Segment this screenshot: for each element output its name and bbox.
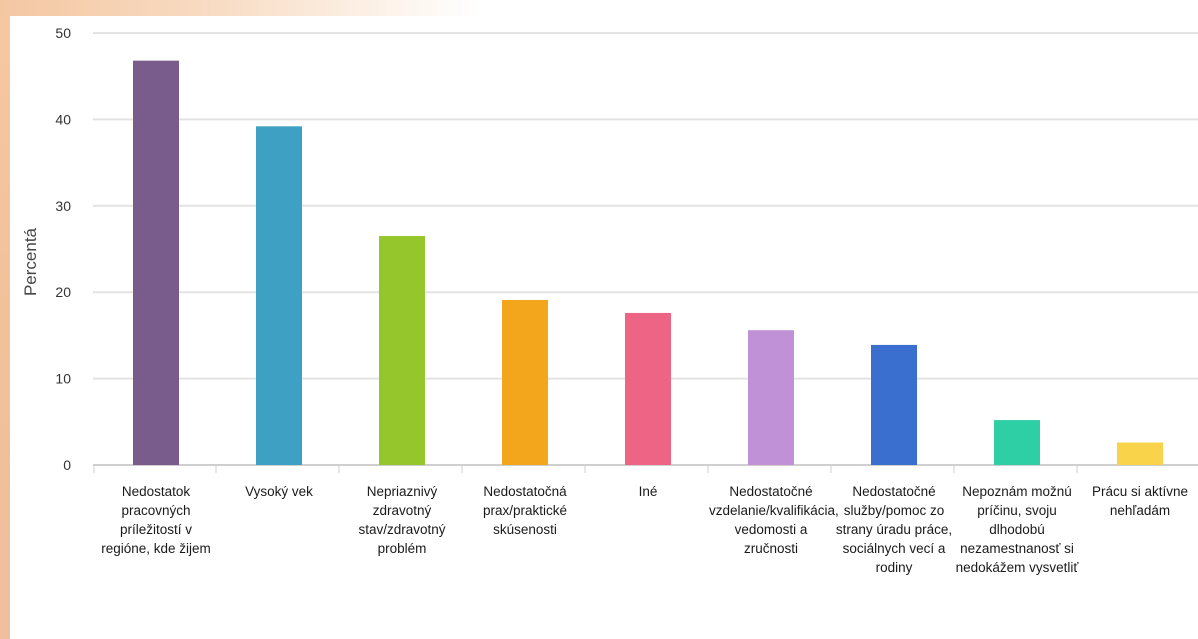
bar (502, 299, 548, 465)
y-tick-label: 40 (55, 111, 71, 127)
category-label: Iné (638, 484, 658, 499)
bar (994, 420, 1040, 465)
category-label: Nepriaznivý zdravotný stav/zdravotný pro… (358, 484, 446, 556)
y-tick-label: 10 (55, 371, 71, 387)
bar (256, 126, 302, 465)
y-tick-label: 30 (55, 198, 71, 214)
bar (748, 330, 794, 465)
category-label: Vysoký vek (245, 484, 313, 499)
bar (625, 312, 671, 465)
category-label: Nedostatok pracovných príležitostí v reg… (101, 484, 211, 556)
bar (871, 344, 917, 465)
category-label: Nepoznám možnú príčinu, svoju dlhodobú n… (955, 484, 1079, 575)
category-label: Nedostatočné služby/pomoc zo strany úrad… (835, 484, 953, 575)
y-tick-label: 50 (55, 25, 71, 41)
category-label: Nedostatočná prax/praktické skúsenosti (482, 484, 568, 537)
category-label: Nedostatočné vzdelanie/kvalifikácia, ved… (709, 484, 839, 556)
y-axis-ticks: 0 10 20 30 40 50 (55, 25, 71, 473)
category-label: Prácu si aktívne nehľadám (1091, 484, 1189, 518)
top-corner-decoration (0, 0, 480, 16)
bar (133, 60, 179, 465)
x-axis-ticks (93, 465, 1078, 473)
bar (1117, 442, 1163, 465)
y-axis-label: Percentá (21, 227, 40, 296)
y-tick-label: 20 (55, 284, 71, 300)
left-edge-decoration (0, 0, 10, 639)
bar (379, 236, 425, 465)
bars (133, 60, 1163, 465)
y-tick-label: 0 (63, 457, 71, 473)
